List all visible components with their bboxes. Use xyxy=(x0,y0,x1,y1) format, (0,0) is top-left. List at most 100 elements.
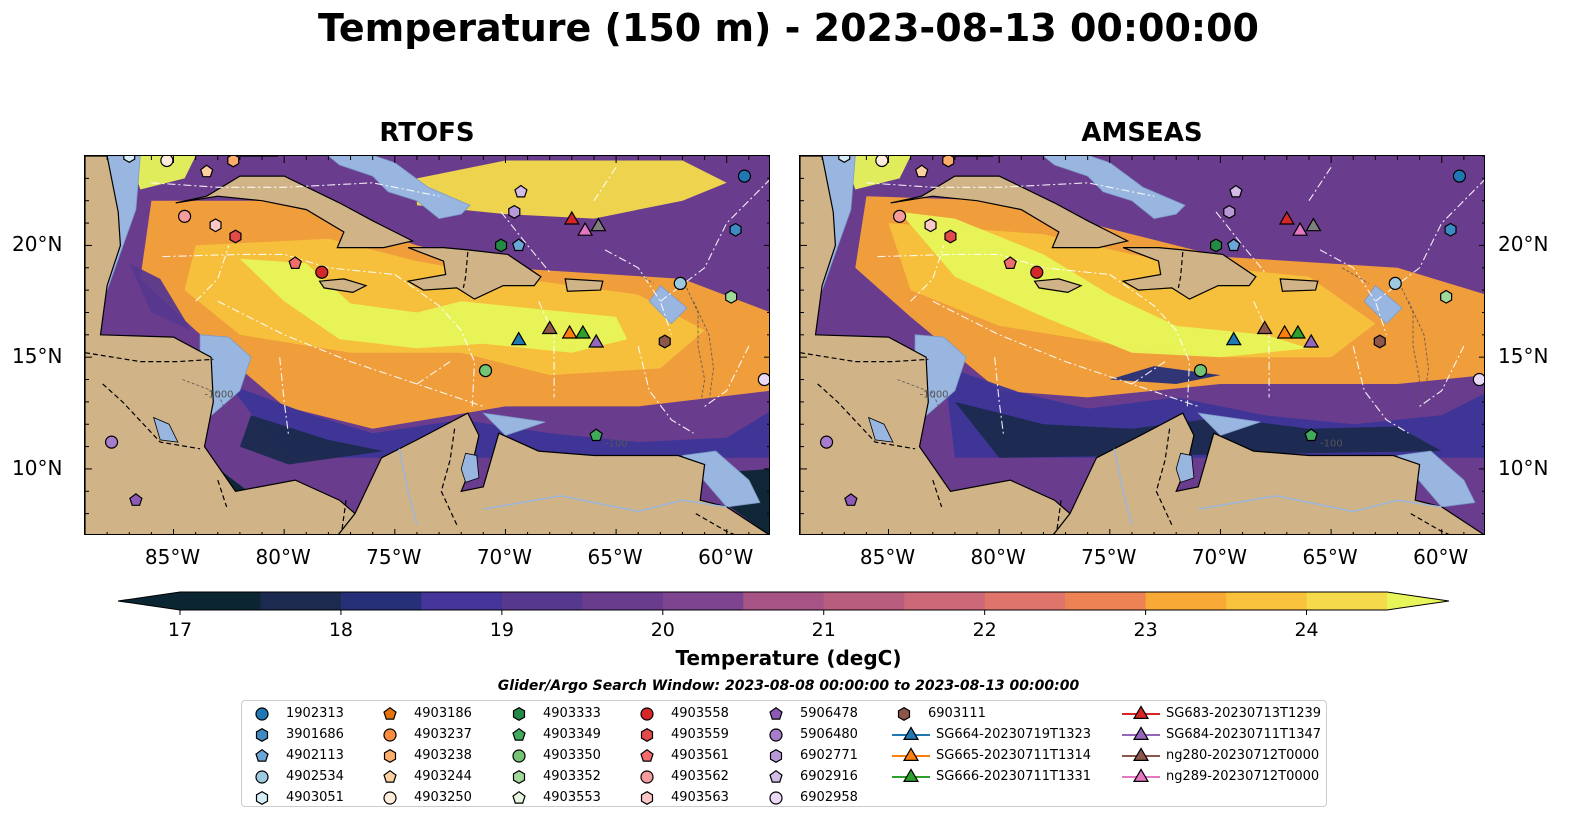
glider-ng427-20230711T0000 xyxy=(1305,217,1322,232)
legend-marker xyxy=(255,707,269,721)
legend-label: 5906478 xyxy=(800,706,858,721)
marker-6902958 xyxy=(757,372,769,387)
legend: 1902313 3901686 4902113 4902534 4903051 49031… xyxy=(241,700,1327,807)
glider-SG666-20230711T1331 xyxy=(574,324,591,339)
colorbar-segment xyxy=(180,592,261,610)
land-puertoRico xyxy=(564,278,604,292)
x-tick-label: 70°W xyxy=(476,545,533,569)
glider-SG665-20230711T1314 xyxy=(561,324,578,339)
colorbar xyxy=(117,591,1450,615)
legend-label: SG664-20230719T1323 xyxy=(936,727,1092,742)
contour-label: -1000 xyxy=(919,389,948,400)
y-tick-label-right: 10°N xyxy=(1498,455,1549,480)
land-hispaniola xyxy=(1121,246,1257,300)
marker-4902113 xyxy=(1226,238,1241,252)
contour-label: -100 xyxy=(605,439,628,450)
colorbar-segment xyxy=(1226,592,1308,610)
legend-label: ng280-20230712T0000 xyxy=(1166,748,1320,763)
marker-4902113 xyxy=(511,238,526,252)
legend-label: 4903563 xyxy=(671,790,729,805)
legend-marker xyxy=(512,707,526,721)
marker-5906480 xyxy=(104,435,119,449)
frame-ticks xyxy=(800,156,1484,534)
legend-label: 4903051 xyxy=(286,790,344,805)
legend-label: 6902958 xyxy=(800,790,858,805)
glider-SG665-20230711T1314 xyxy=(1276,324,1293,339)
colorbar-segment xyxy=(904,592,986,610)
x-tick-label: 60°W xyxy=(1413,545,1469,569)
legend-marker xyxy=(769,769,783,783)
colorbar-segment xyxy=(743,592,825,610)
contour-label: -100 xyxy=(1320,439,1343,450)
legend-label: 4903352 xyxy=(543,769,601,784)
glider-SG666-20230711T1331 xyxy=(1289,324,1306,339)
marker-4903561 xyxy=(1003,256,1017,270)
legend-label: ng289-20230712T0000 xyxy=(1166,769,1320,784)
legend-label: SG684-20230711T1347 xyxy=(1166,727,1322,742)
colorbar-tick-label: 19 xyxy=(489,619,514,641)
y-tick-label-left: 15°N xyxy=(12,344,63,369)
legend-marker xyxy=(897,707,911,721)
colorbar-tick-label: 18 xyxy=(328,619,354,641)
marker-4903349 xyxy=(589,428,603,442)
x-tick-label: 85°W xyxy=(859,545,916,569)
legend-label: 4903553 xyxy=(543,790,601,805)
legend-marker xyxy=(383,706,397,720)
glider-SG664-20230719T1323 xyxy=(1225,331,1242,346)
colorbar-extend-low xyxy=(118,592,180,610)
legend-marker xyxy=(640,728,654,742)
legend-marker xyxy=(892,768,930,782)
colorbar-segment xyxy=(1065,592,1147,610)
x-tick-label: 80°W xyxy=(255,545,311,569)
legend-label: 1902313 xyxy=(286,706,344,721)
marker-4903250 xyxy=(875,156,889,168)
marker-4903350 xyxy=(1193,363,1208,378)
legend-marker xyxy=(383,749,397,763)
legend-label: 4903186 xyxy=(414,706,472,721)
y-tick-label-right: 20°N xyxy=(1498,232,1549,257)
legend-marker xyxy=(383,769,397,783)
marker-4902534 xyxy=(673,276,687,291)
legend-label: 4903561 xyxy=(671,748,729,763)
x-tick-label: 65°W xyxy=(587,545,643,569)
colorbar-segment xyxy=(1145,592,1227,610)
marker-4903559 xyxy=(229,229,242,244)
land-layer xyxy=(85,156,769,534)
legend-marker xyxy=(383,728,397,742)
marker-4903250 xyxy=(160,156,174,168)
contour-layer xyxy=(182,267,714,425)
legend-label: 4903333 xyxy=(543,706,601,721)
contour-label: -1000 xyxy=(204,389,233,400)
legend-marker xyxy=(255,791,269,805)
legend-marker xyxy=(255,728,269,742)
legend-label: 4903250 xyxy=(414,790,472,805)
marker-4903352 xyxy=(725,289,738,304)
x-tick-label: 75°W xyxy=(1081,545,1137,569)
y-tick-label-right: 15°N xyxy=(1498,344,1549,369)
legend-label: 4903559 xyxy=(671,727,729,742)
land-southAmerica xyxy=(1053,412,1484,534)
legend-label: SG665-20230711T1314 xyxy=(936,748,1092,763)
contour-layer xyxy=(897,267,1429,425)
marker-5906480 xyxy=(819,435,834,449)
legend-marker xyxy=(640,791,654,805)
legend-label: 4902534 xyxy=(286,769,344,784)
marker-6902916 xyxy=(1229,184,1243,198)
x-tick-label: 85°W xyxy=(144,545,201,569)
marker-3901686 xyxy=(729,222,742,237)
marker-5906478 xyxy=(129,493,143,506)
marker-1902313 xyxy=(1452,169,1467,183)
amseas-map-svg: -1000 -100 xyxy=(800,156,1484,534)
legend-marker xyxy=(1122,768,1160,782)
legend-marker xyxy=(255,770,269,784)
y-tick-label-left: 10°N xyxy=(12,455,63,480)
land-puertoRico xyxy=(1279,278,1319,292)
marker-4903558 xyxy=(315,265,329,279)
colorbar-segment xyxy=(582,592,664,610)
legend-marker xyxy=(1122,747,1160,761)
legend-marker xyxy=(892,726,930,740)
glider-SG683-20230713T1239 xyxy=(563,210,580,225)
glider-ng289-20230712T0000 xyxy=(1292,221,1309,236)
colorbar-segment xyxy=(984,592,1066,610)
marker-4903561 xyxy=(288,256,302,270)
